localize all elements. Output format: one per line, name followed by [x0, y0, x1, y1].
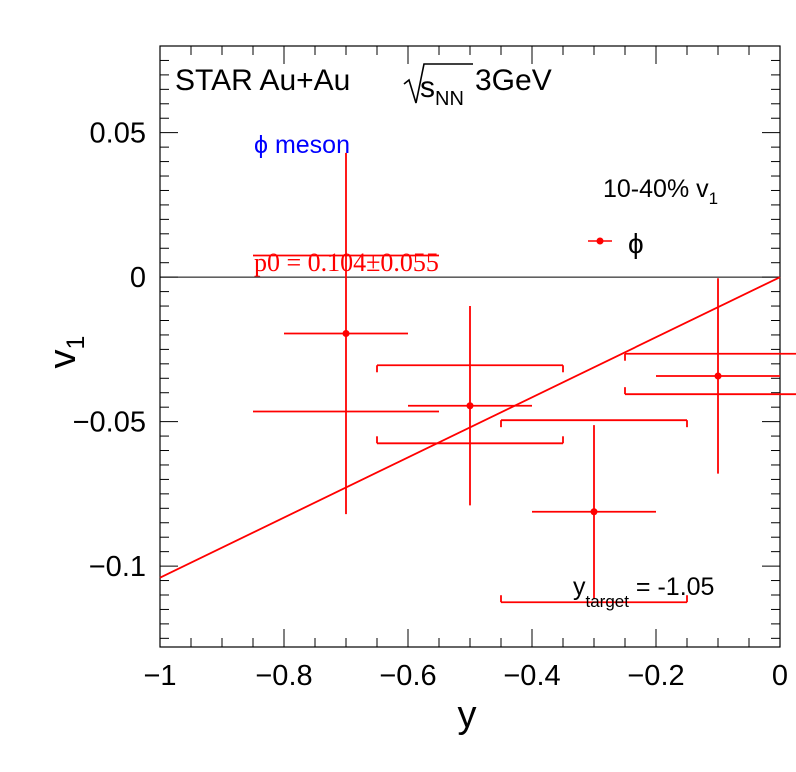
y-tick-labels: −0.1 −0.05 0 0.05: [73, 118, 146, 583]
ytarget-sub: target: [586, 592, 630, 611]
y-tick-label: −0.1: [89, 551, 146, 583]
sqrt-sign-icon: [403, 63, 473, 104]
sqrt-s: s: [420, 71, 435, 104]
x-tick-label: −0.2: [627, 660, 684, 692]
data-point: [466, 402, 474, 410]
x-axis-title: y: [458, 694, 477, 736]
axis-ticks: [159, 45, 781, 647]
legend-marker: [596, 237, 604, 245]
y-axis-title: v1: [42, 336, 90, 369]
data-point: [590, 508, 598, 516]
x-tick-label: −0.8: [255, 660, 312, 692]
ytarget-label: ytarget = -1.05: [573, 573, 714, 611]
data-point: [714, 372, 722, 380]
ytarget-val: = -1.05: [629, 573, 714, 601]
error-layer: [284, 152, 780, 599]
x-tick-label: 0: [772, 660, 788, 692]
ytarget-y: y: [573, 573, 586, 601]
svg-text:v1: v1: [42, 336, 90, 369]
centrality-label: 10-40% v1: [603, 175, 718, 208]
x-tick-label: −0.4: [503, 660, 560, 692]
phi-meson-label: ϕ meson: [254, 131, 350, 159]
x-tick-labels: −1 −0.8 −0.6 −0.4 −0.2 0: [143, 660, 788, 692]
legend: ϕ: [588, 228, 644, 259]
svg-text:sNN: sNN: [420, 71, 464, 110]
x-tick-label: −0.6: [379, 660, 436, 692]
sqrt-nn: NN: [435, 88, 464, 110]
centrality-main: 10-40% v: [603, 175, 709, 203]
energy-label: 3GeV: [475, 64, 552, 97]
y-axis-title-sub: 1: [62, 336, 90, 350]
sqrt-snn: sNN: [403, 63, 473, 110]
x-tick-label: −1: [143, 660, 176, 692]
centrality-sub: 1: [709, 189, 718, 208]
y-tick-label: −0.05: [73, 407, 146, 439]
star-label: STAR Au+Au: [175, 64, 350, 97]
star-prefix: STAR Au+Au: [175, 64, 350, 97]
y-tick-label: 0: [130, 262, 146, 294]
y-tick-label: 0.05: [90, 118, 146, 150]
systematic-layer: [253, 254, 796, 604]
fit-result-label: p0 = 0.104±0.055: [254, 248, 439, 277]
y-axis-title-main: v: [42, 349, 84, 368]
legend-label: ϕ: [628, 228, 644, 259]
data-point: [342, 329, 350, 337]
